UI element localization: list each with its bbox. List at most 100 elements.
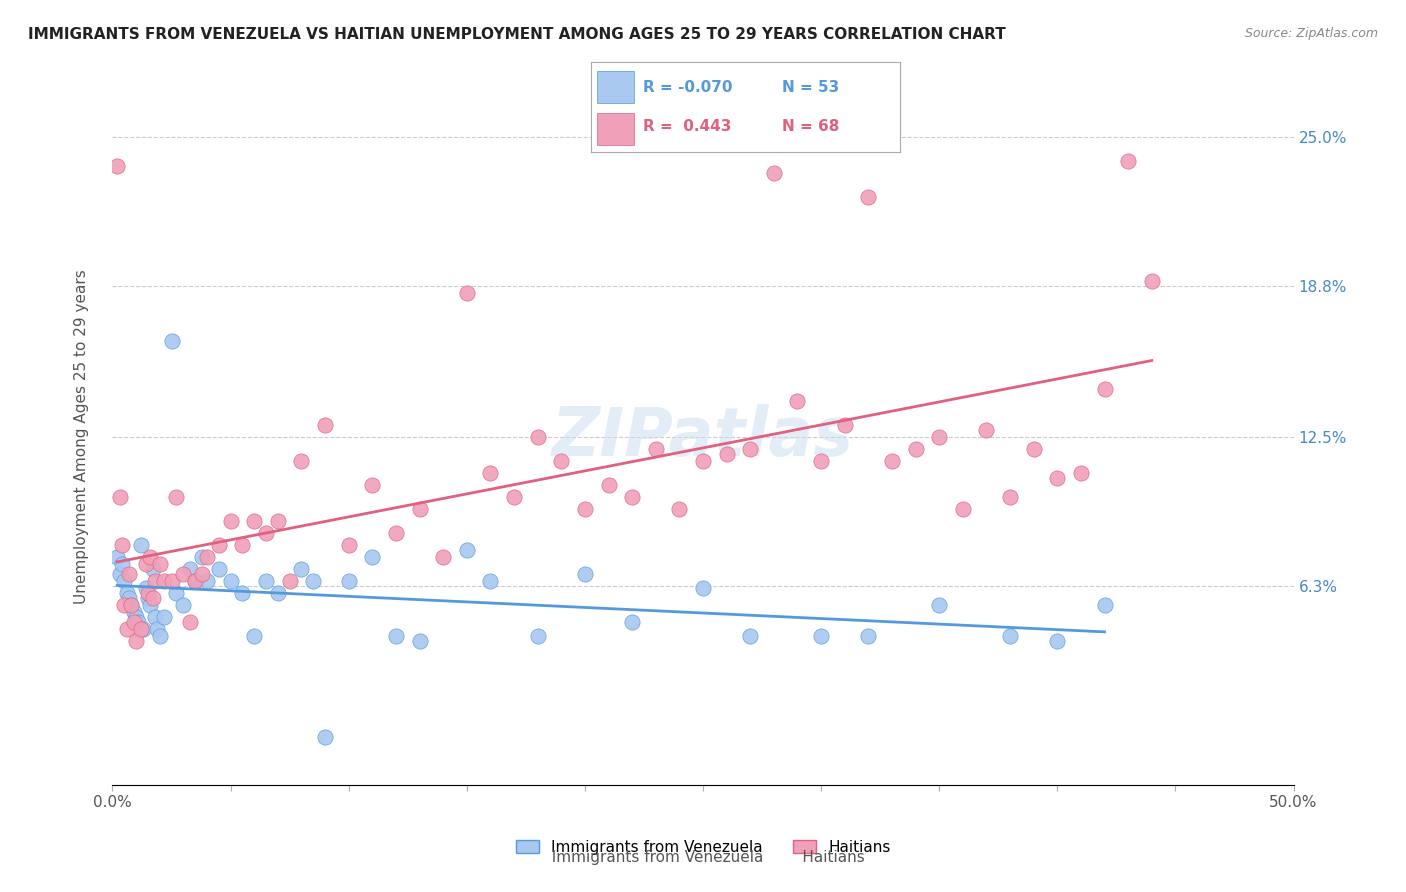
Y-axis label: Unemployment Among Ages 25 to 29 years: Unemployment Among Ages 25 to 29 years [75, 269, 89, 605]
Point [1116, 154, 1139, 169]
Point [621, 615, 644, 629]
Text: Immigrants from Venezuela        Haitians: Immigrants from Venezuela Haitians [541, 850, 865, 865]
Point [142, 591, 165, 605]
Point [115, 622, 138, 636]
Point [1094, 598, 1116, 612]
Point [267, 586, 290, 600]
Point [184, 574, 207, 588]
Point [120, 598, 142, 612]
Point [692, 581, 714, 595]
Point [786, 394, 808, 409]
Point [231, 538, 253, 552]
Point [172, 566, 194, 581]
Text: R = -0.070: R = -0.070 [643, 80, 733, 95]
Point [834, 418, 856, 433]
Point [111, 538, 134, 552]
Point [479, 574, 502, 588]
Point [254, 526, 277, 541]
Point [125, 634, 148, 648]
Point [644, 442, 666, 456]
Point [1094, 382, 1116, 396]
Point [243, 629, 266, 643]
Point [132, 622, 155, 636]
Point [526, 430, 548, 444]
Point [314, 418, 336, 433]
Point [456, 542, 478, 557]
Text: N = 53: N = 53 [782, 80, 839, 95]
Point [127, 615, 149, 629]
Point [135, 581, 157, 595]
Point [810, 629, 832, 643]
Text: N = 68: N = 68 [782, 120, 839, 134]
Point [314, 730, 336, 744]
Point [550, 454, 572, 468]
Bar [596, 71, 634, 103]
Point [135, 558, 157, 572]
Point [361, 478, 384, 492]
Point [149, 558, 172, 572]
Point [904, 442, 927, 456]
Point [479, 466, 502, 480]
Point [1022, 442, 1045, 456]
Point [208, 562, 231, 576]
Point [139, 549, 162, 564]
Point [408, 502, 430, 516]
Point [165, 490, 187, 504]
Point [254, 574, 277, 588]
Point [139, 598, 162, 612]
Point [1046, 634, 1069, 648]
Point [337, 574, 360, 588]
Point [998, 629, 1021, 643]
Point [408, 634, 430, 648]
Point [122, 605, 145, 619]
Point [810, 454, 832, 468]
Point [621, 490, 644, 504]
Point [153, 574, 176, 588]
Point [219, 514, 242, 528]
Point [385, 526, 408, 541]
Point [290, 562, 312, 576]
Bar [596, 113, 634, 145]
Text: Source: ZipAtlas.com: Source: ZipAtlas.com [1244, 27, 1378, 40]
Point [195, 574, 218, 588]
Point [136, 586, 159, 600]
Point [740, 442, 762, 456]
Point [858, 190, 880, 204]
Text: R =  0.443: R = 0.443 [643, 120, 731, 134]
Point [129, 622, 152, 636]
Point [143, 574, 166, 588]
Legend: Immigrants from Venezuela, Haitians: Immigrants from Venezuela, Haitians [509, 833, 897, 861]
Point [129, 538, 152, 552]
Point [456, 286, 478, 301]
Point [108, 490, 131, 504]
Point [149, 629, 172, 643]
Point [1070, 466, 1092, 480]
Point [208, 538, 231, 552]
Point [1140, 274, 1163, 288]
Point [191, 549, 214, 564]
Point [120, 598, 142, 612]
Point [179, 562, 201, 576]
Text: ZIPatlas: ZIPatlas [553, 404, 853, 470]
Point [574, 502, 596, 516]
Point [598, 478, 620, 492]
Point [184, 574, 207, 588]
Point [179, 615, 201, 629]
Point [136, 591, 159, 605]
Point [267, 514, 290, 528]
Point [337, 538, 360, 552]
Point [692, 454, 714, 468]
Point [385, 629, 408, 643]
Point [172, 598, 194, 612]
Point [143, 610, 166, 624]
Point [160, 574, 183, 588]
Point [195, 549, 218, 564]
Point [142, 562, 165, 576]
Point [976, 423, 998, 437]
Point [928, 430, 950, 444]
Point [160, 334, 183, 348]
Point [928, 598, 950, 612]
Point [432, 549, 454, 564]
Point [122, 615, 145, 629]
Point [112, 574, 135, 588]
